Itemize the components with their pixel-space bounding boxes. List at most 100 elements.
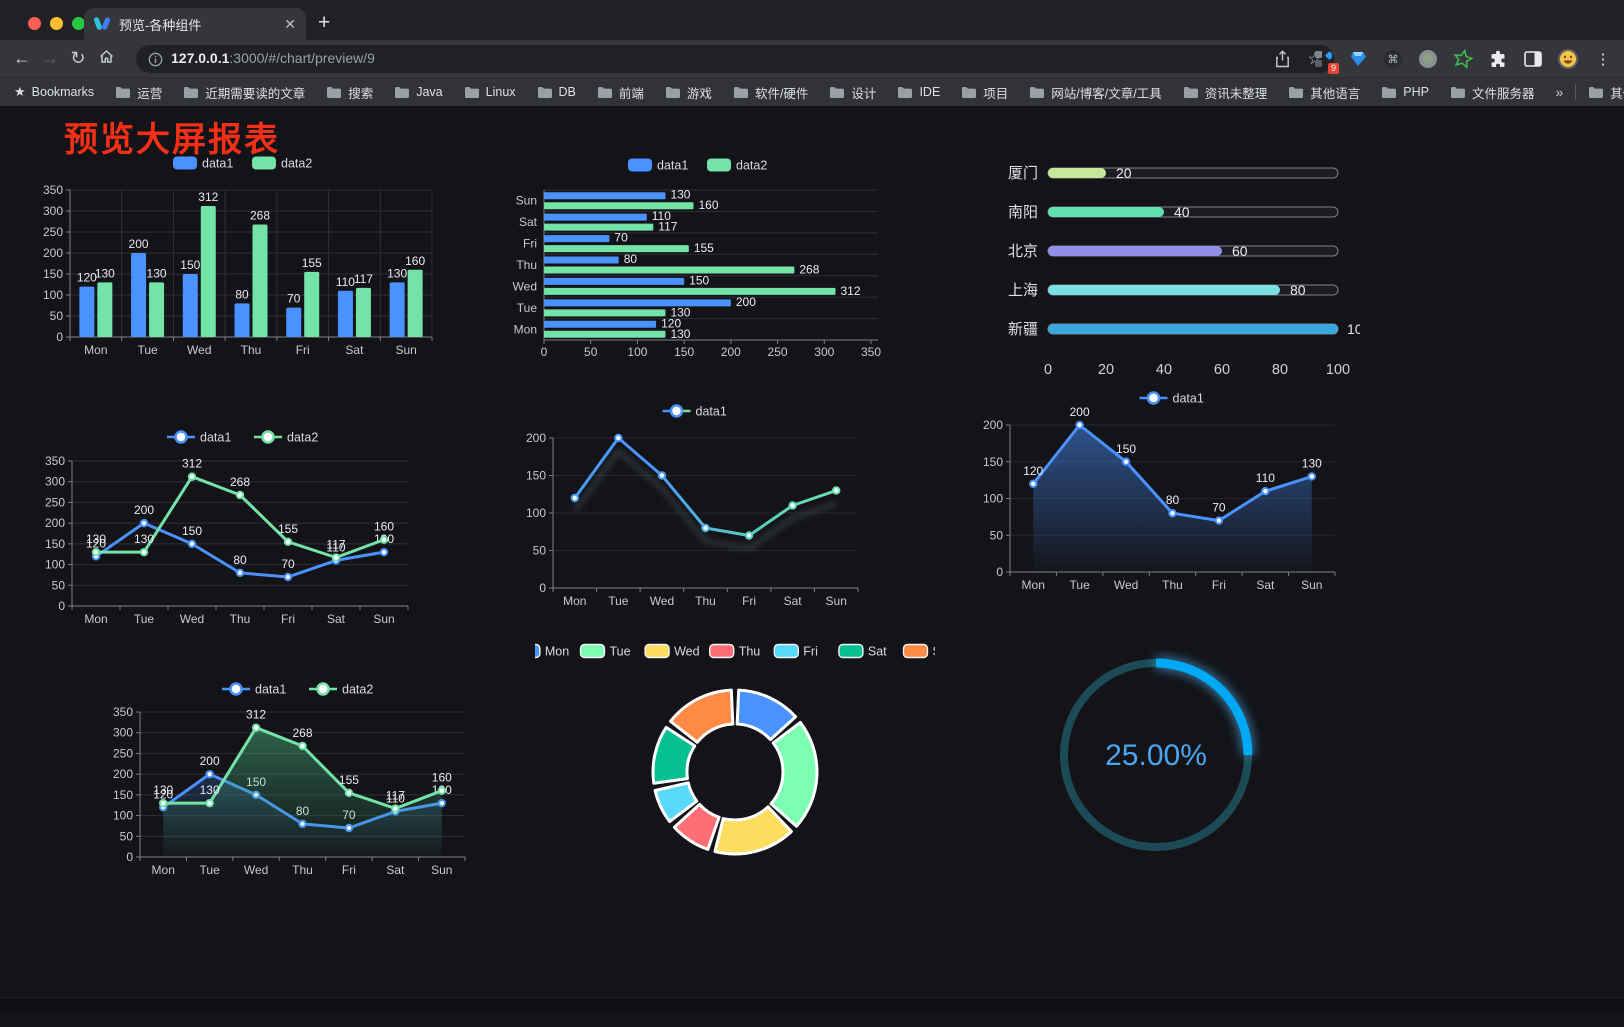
bookmark-folder[interactable]: 前端 [597, 83, 644, 102]
bookmark-folder[interactable]: 资讯未整理 [1183, 83, 1267, 102]
bookmark-folder[interactable]: 近期需要读的文章 [183, 83, 305, 102]
bookmark-folder[interactable]: IDE [897, 83, 940, 102]
back-button[interactable]: ← [13, 48, 31, 68]
bookmark-folder[interactable]: Java [394, 83, 443, 102]
svg-text:Tue: Tue [200, 863, 221, 877]
folder-icon [1450, 86, 1465, 98]
bookmark-folder[interactable]: 项目 [961, 83, 1008, 102]
gradient-line-chart[interactable]: data1 0 50 100 150 200 Mon Tue Wed Thu Fri Sat Sun [493, 393, 883, 611]
svg-text:155: 155 [302, 256, 322, 270]
svg-text:100: 100 [113, 809, 133, 823]
svg-text:Wed: Wed [244, 863, 268, 877]
svg-text:100: 100 [1347, 321, 1360, 337]
svg-text:Mon: Mon [84, 612, 107, 626]
svg-text:Thu: Thu [739, 645, 761, 659]
svg-text:Wed: Wed [187, 343, 211, 357]
bookmark-folder[interactable]: 文件服务器 [1450, 83, 1534, 102]
svg-text:300: 300 [43, 204, 63, 218]
url-bar[interactable]: 127.0.0.1:3000/#/chart/preview/9 ☆ [136, 45, 1334, 73]
tab-close-icon[interactable]: ✕ [284, 15, 296, 32]
svg-text:Sat: Sat [327, 612, 346, 626]
site-info-icon[interactable] [148, 52, 163, 67]
svg-text:Fri: Fri [742, 594, 756, 608]
donut-chart[interactable]: Mon Tue Wed Thu Fri Sat Sun [515, 635, 955, 893]
share-icon[interactable] [1275, 50, 1290, 68]
bookmark-folder[interactable]: 搜索 [326, 83, 373, 102]
svg-text:Fri: Fri [342, 863, 356, 877]
chart-canvas: data1 0 50 100 150 200 Mon Tue Wed Thu Fri Sat Sun 12… [983, 391, 1336, 592]
svg-text:200: 200 [1070, 405, 1090, 419]
grouped-bar-chart[interactable]: data1 data2 0 50 100 150 200 250 300 350 120 200 150… [40, 146, 450, 376]
browser-menu-icon[interactable]: ⋮ [1595, 51, 1611, 68]
svg-text:200: 200 [43, 246, 63, 260]
maximize-window-button[interactable] [72, 17, 85, 30]
side-panel-icon[interactable] [1522, 48, 1544, 70]
svg-text:200: 200 [736, 295, 756, 309]
bookmark-folder[interactable]: 游戏 [665, 83, 712, 102]
folder-icon [1030, 86, 1045, 98]
folder-icon [1382, 86, 1397, 98]
bookmark-folder[interactable]: 其他语言 [1288, 83, 1360, 102]
bookmarks-manager[interactable]: ★ Bookmarks [14, 84, 94, 100]
bookmarks-overflow-chevron[interactable]: » [1555, 84, 1564, 100]
svg-text:50: 50 [584, 345, 598, 359]
svg-text:50: 50 [120, 829, 134, 843]
svg-text:上海: 上海 [1008, 282, 1038, 299]
profile-avatar[interactable] [1557, 48, 1579, 70]
new-tab-button[interactable]: + [318, 11, 331, 34]
folder-icon [395, 86, 410, 98]
home-icon [99, 49, 113, 63]
bookmarks-folders: 运营 近期需要读的文章 搜索 Java Linux DB 前端 游戏 软件/硬件 设计 IDE 项目 网… [115, 83, 1534, 102]
svg-text:Sat: Sat [345, 343, 364, 357]
svg-text:Wed: Wed [180, 612, 204, 626]
close-window-button[interactable] [28, 17, 41, 30]
recorder-extension-icon[interactable] [1417, 48, 1439, 70]
home-button[interactable] [92, 48, 120, 70]
gem-extension-icon[interactable] [1347, 48, 1369, 70]
svg-text:Thu: Thu [292, 863, 313, 877]
tab-title: 预览-各种组件 [119, 17, 202, 33]
svg-text:150: 150 [43, 267, 63, 281]
bookmark-folder[interactable]: DB [537, 83, 576, 102]
svg-text:100: 100 [526, 506, 546, 520]
svg-text:110: 110 [336, 275, 355, 289]
svg-text:117: 117 [386, 789, 405, 803]
svg-text:新疆: 新疆 [1008, 321, 1038, 338]
bookmark-folder[interactable]: 软件/硬件 [733, 83, 808, 102]
bookmark-folder[interactable]: 运营 [115, 83, 162, 102]
svg-text:Wed: Wed [1114, 578, 1138, 592]
svg-text:100: 100 [45, 558, 65, 572]
extensions-puzzle-icon[interactable] [1487, 48, 1509, 70]
minimize-window-button[interactable] [50, 17, 63, 30]
forward-button[interactable]: → [41, 48, 59, 68]
bookmark-folder[interactable]: 设计 [829, 83, 876, 102]
dual-line-chart[interactable]: data1 data2 0 50 100 150 200 250 300 350 Mon Tue Wed… [40, 423, 420, 638]
horizontal-bar-chart[interactable]: data1 data2 0 50 100 150 200 250 300 350 Sun 130 160… [498, 152, 898, 367]
svg-text:250: 250 [768, 345, 788, 359]
dual-area-line-chart[interactable]: data1 data2 0 50 100 150 200 250 300 350 Mon Tue Wed… [95, 673, 475, 891]
svg-text:312: 312 [246, 708, 266, 722]
site-favicon [94, 17, 110, 30]
browser-tab[interactable]: 预览-各种组件 ✕ [84, 8, 306, 40]
svg-text:Tue: Tue [610, 645, 631, 659]
tab-group-extension-icon[interactable]: 9 [1312, 48, 1339, 74]
svg-text:60: 60 [1232, 243, 1248, 259]
bookmark-folder[interactable]: Linux [464, 83, 516, 102]
reload-button[interactable]: ↻ [70, 48, 86, 68]
svg-text:80: 80 [1166, 493, 1180, 507]
green-star-extension-icon[interactable] [1452, 48, 1474, 70]
chart-canvas: data1 data2 0 50 100 150 200 250 300 350 Sun 130 160… [513, 158, 881, 359]
svg-text:Thu: Thu [695, 594, 716, 608]
area-line-chart[interactable]: data1 0 50 100 150 200 Mon Tue Wed Thu Fri Sat Sun 12… [973, 383, 1345, 598]
svg-text:150: 150 [1116, 442, 1136, 456]
bookmark-folder[interactable]: PHP [1381, 83, 1429, 102]
svg-text:130: 130 [86, 532, 106, 546]
svg-text:350: 350 [45, 454, 65, 468]
other-bookmarks-folder[interactable]: 其他书签 [1588, 83, 1624, 102]
gauge-chart[interactable]: 25.00% [1053, 650, 1263, 860]
bookmark-folder[interactable]: 网站/博客/文章/工具 [1029, 83, 1162, 102]
svg-text:100: 100 [43, 288, 63, 302]
svg-text:268: 268 [250, 208, 270, 222]
command-extension-icon[interactable]: ⌘ [1382, 48, 1404, 70]
progress-bar-chart[interactable]: 厦门 20 南阳 40 北京 60 上海 80 新疆 100 0 20 40 60 80 100 [998, 156, 1371, 388]
